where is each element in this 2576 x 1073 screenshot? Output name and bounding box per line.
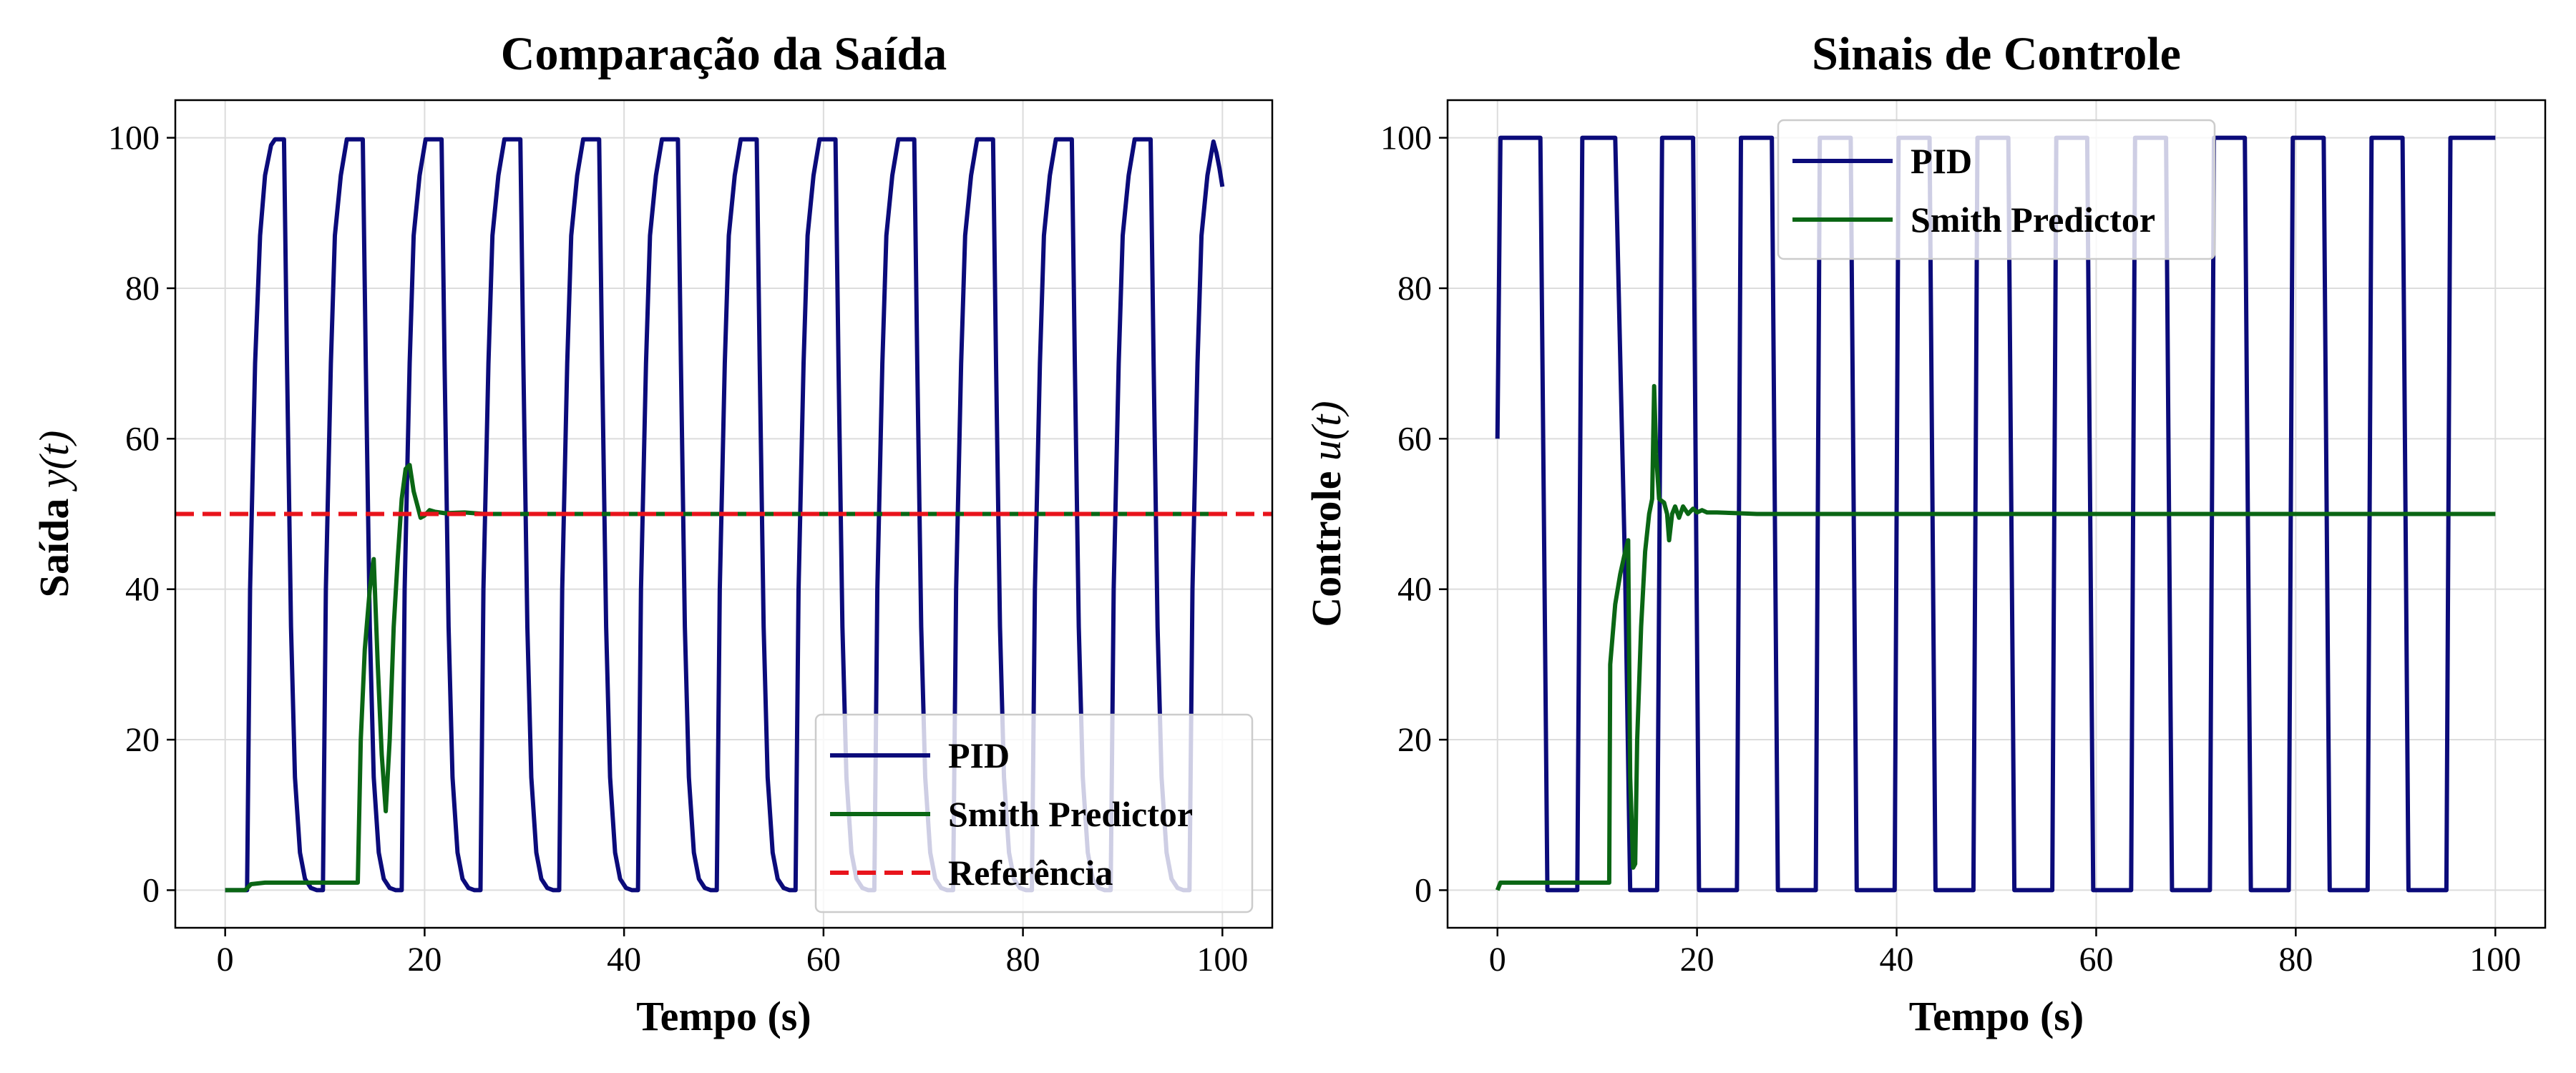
- y-axis-label-text: Controle: [1303, 461, 1350, 627]
- x-tick-label: 40: [607, 941, 641, 979]
- x-tick-label: 100: [1196, 941, 1248, 979]
- plot-frame: [1446, 99, 2547, 929]
- y-tick-label: 20: [1397, 721, 1432, 759]
- y-tick-label: 80: [125, 270, 160, 308]
- legend-label-smith-predictor: Smith Predictor: [1911, 200, 2155, 240]
- x-tick-label: 40: [1880, 941, 1914, 979]
- y-tick-label: 100: [1380, 119, 1432, 157]
- y-tick-label: 100: [108, 119, 160, 157]
- series-line-pid: [225, 137, 1225, 893]
- y-axis-label-text: Saída: [31, 488, 77, 597]
- legend-label-pid: PID: [948, 735, 1010, 775]
- x-tick-label: 20: [407, 941, 441, 979]
- y-tick-label: 0: [142, 871, 160, 909]
- x-tick-label: 20: [1680, 941, 1714, 979]
- output-comparison-chart: 0 20 40 60 80 100 0 20 40 60 80 100 Comparação da Sa…: [31, 28, 1274, 1039]
- x-axis-label: Tempo (s): [1909, 993, 2084, 1039]
- legend-box: [1777, 119, 2216, 260]
- legend: PID Smith Predictor Referência: [814, 713, 1254, 913]
- y-axis-label-math: y(t): [31, 431, 77, 492]
- x-tick-label: 0: [217, 941, 234, 979]
- y-tick-label: 40: [125, 571, 160, 609]
- x-tick-label: 60: [2079, 941, 2113, 979]
- legend-label-referencia: Referência: [948, 853, 1113, 893]
- x-tick-label: 100: [2469, 941, 2521, 979]
- y-tick-label: 80: [1397, 270, 1432, 308]
- series-line-smith-predictor: [1495, 383, 2496, 891]
- legend: PID Smith Predictor: [1777, 119, 2216, 260]
- chart-title: Sinais de Controle: [1812, 28, 2181, 80]
- series-group: [1495, 135, 2496, 893]
- y-axis-label: Controle u(t): [1303, 401, 1350, 627]
- axis-ticks: 0 20 40 60 80 100 0 20 40 60 80 100: [1380, 119, 2521, 979]
- y-tick-label: 40: [1397, 571, 1432, 609]
- legend-box: [814, 713, 1254, 913]
- x-tick-label: 80: [2278, 941, 2313, 979]
- y-axis-label: Saída y(t): [31, 431, 77, 598]
- legend-label-smith-predictor: Smith Predictor: [948, 794, 1193, 834]
- y-tick-label: 60: [125, 420, 160, 458]
- plot-frame: [174, 99, 1274, 929]
- y-axis-label-math: u(t): [1303, 401, 1350, 461]
- axis-ticks: 0 20 40 60 80 100 0 20 40 60 80 100: [108, 119, 1248, 979]
- x-tick-label: 80: [1006, 941, 1040, 979]
- legend-label-pid: PID: [1911, 141, 1972, 181]
- x-axis-label: Tempo (s): [636, 993, 811, 1039]
- y-tick-label: 0: [1415, 871, 1432, 909]
- x-tick-label: 60: [806, 941, 841, 979]
- y-tick-label: 20: [125, 721, 160, 759]
- control-signals-chart: 0 20 40 60 80 100 0 20 40 60 80 100 Sinais de Contro…: [1303, 28, 2547, 1039]
- x-tick-label: 0: [1489, 941, 1506, 979]
- y-tick-label: 60: [1397, 420, 1432, 458]
- chart-title: Comparação da Saída: [501, 28, 947, 80]
- series-group: [175, 137, 1272, 893]
